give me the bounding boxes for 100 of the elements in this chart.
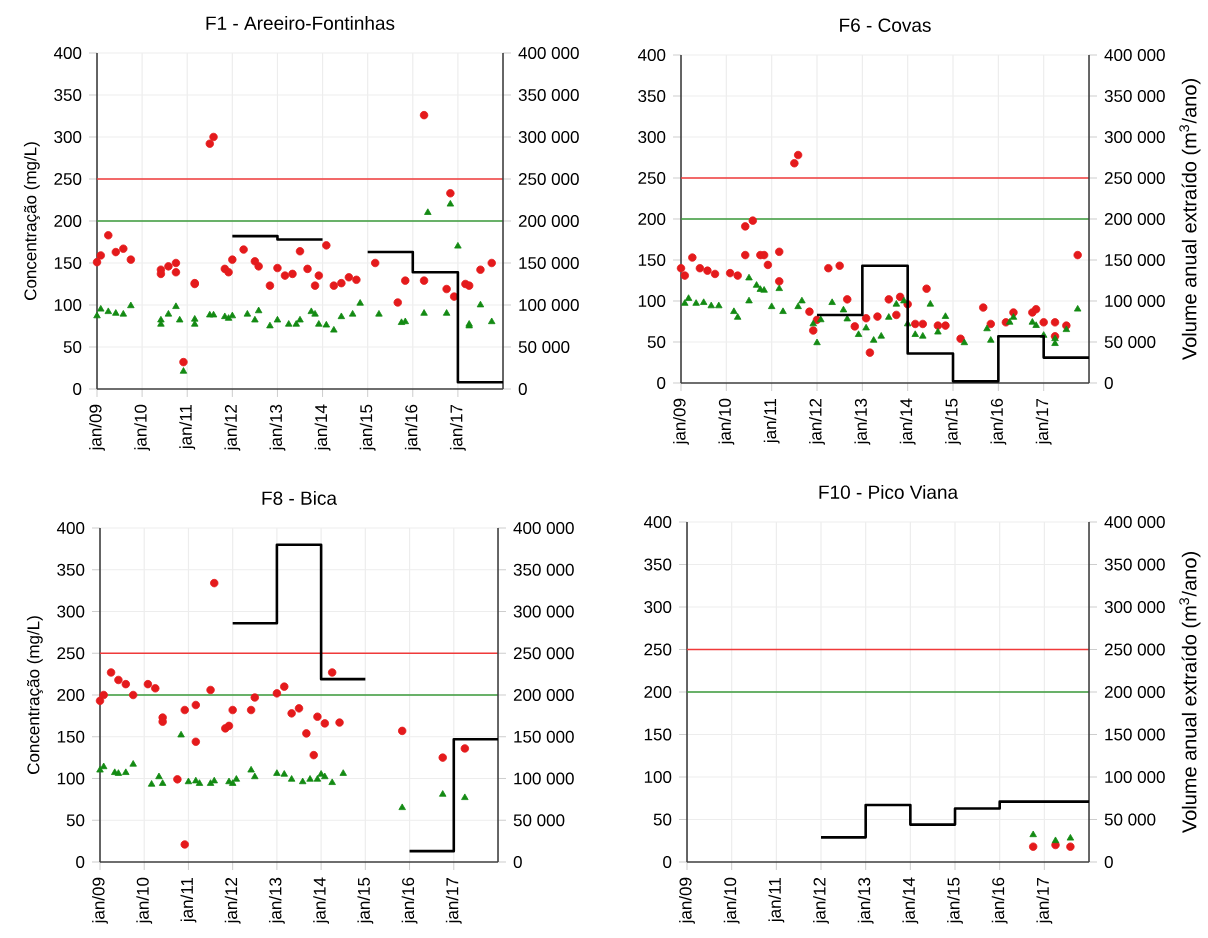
y2-axis-title: Volume anual extraído (m$^{3}$/ano) — [1179, 552, 1201, 834]
y-tick-label: 150 — [644, 728, 672, 741]
x-tick-label: jan/16 — [991, 877, 1008, 924]
y-tick-label: 0 — [73, 382, 82, 395]
y-tick-label: 250 — [57, 647, 85, 660]
x-tick-label: jan/14 — [314, 404, 331, 451]
x-tick-label: jan/17 — [1035, 398, 1052, 445]
y2-tick-label: 350 000 — [1104, 90, 1165, 103]
y2-tick-label: 300 000 — [518, 130, 579, 143]
y2-tick-label: 0 — [513, 856, 522, 869]
y-tick-label: 100 — [54, 298, 82, 311]
x-tick-label: jan/13 — [269, 404, 286, 451]
y-tick-label: 0 — [663, 856, 672, 869]
y2-tick-label: 100 000 — [519, 298, 579, 311]
y2-tick-label: 350 000 — [1104, 558, 1165, 571]
y2-tick-label: 100 000 — [514, 772, 574, 785]
y-tick-label: 400 — [637, 49, 666, 62]
chart-title: F10 - Pico Viana — [819, 484, 959, 499]
chart-title: F8 - Bica — [262, 490, 337, 505]
chart-title: F1 - Areeiro-Fontinhas — [206, 15, 395, 30]
x-tick-label: jan/13 — [857, 877, 874, 924]
y2-tick-label: 100 000 — [1105, 771, 1165, 784]
y-tick-label: 150 — [638, 254, 666, 267]
x-tick-label: jan/15 — [357, 877, 374, 924]
y2-tick-label: 200 000 — [513, 689, 574, 702]
y2-tick-label: 200 000 — [1104, 686, 1165, 699]
y-tick-label: 50 — [647, 335, 666, 349]
x-tick-label: jan/12 — [224, 877, 241, 924]
y2-tick-label: 50 000 — [1104, 335, 1156, 349]
chart-title: F6 - Covas — [840, 18, 931, 32]
y2-tick-label: 150 000 — [1105, 254, 1165, 267]
y2-tick-label: 400 000 — [1104, 516, 1165, 529]
x-tick-label: jan/10 — [723, 877, 740, 924]
y-axis-title: Concentração (mg/L) — [23, 142, 40, 300]
y-tick-label: 350 — [54, 88, 82, 101]
y2-tick-label: 200 000 — [1104, 213, 1165, 226]
y-tick-label: 250 — [54, 172, 82, 185]
x-tick-label: jan/11 — [763, 398, 780, 444]
x-tick-label: jan/14 — [313, 877, 330, 924]
x-tick-label: jan/09 — [679, 877, 695, 924]
x-tick-label: jan/11 — [179, 404, 196, 450]
y-axis-title: Concentração (mg/L) — [26, 616, 43, 774]
y2-tick-label: 50 000 — [1104, 813, 1156, 826]
y2-tick-label: 0 — [1104, 856, 1113, 869]
y2-tick-label: 350 000 — [518, 88, 579, 101]
y-tick-label: 250 — [644, 643, 672, 656]
x-tick-label: jan/17 — [1036, 877, 1053, 924]
y2-axis-title: Volume anual extraído (m$^{3}$/ano) — [1179, 79, 1201, 361]
x-tick-label: jan/12 — [809, 398, 825, 445]
y2-tick-label: 150 000 — [1105, 728, 1165, 741]
y2-tick-label: 300 000 — [1104, 131, 1165, 144]
y-tick-label: 50 — [653, 813, 672, 826]
y2-tick-label: 300 000 — [513, 605, 574, 618]
x-tick-label: jan/17 — [449, 404, 466, 451]
x-tick-label: jan/16 — [990, 398, 1007, 445]
x-tick-label: jan/13 — [268, 877, 285, 924]
y2-tick-label: 50 000 — [513, 814, 565, 827]
y-tick-label: 50 — [66, 814, 85, 827]
x-tick-label: jan/16 — [404, 404, 421, 451]
y-tick-label: 350 — [638, 90, 666, 103]
y-tick-label: 200 — [644, 686, 672, 699]
y-tick-label: 50 — [63, 340, 82, 353]
x-tick-label: jan/12 — [224, 404, 241, 451]
y2-tick-label: 250 000 — [1104, 172, 1165, 185]
y-tick-label: 150 — [57, 730, 85, 743]
x-tick-label: jan/14 — [902, 877, 919, 924]
x-tick-label: jan/17 — [445, 877, 462, 924]
x-tick-label: jan/15 — [945, 398, 961, 445]
y2-tick-label: 400 000 — [518, 46, 579, 59]
y-tick-label: 350 — [644, 558, 672, 571]
y2-tick-label: 0 — [518, 382, 527, 395]
y2-tick-label: 250 000 — [1104, 643, 1165, 656]
y2-tick-label: 150 000 — [519, 256, 579, 269]
y2-tick-label: 150 000 — [514, 730, 574, 743]
x-tick-label: jan/15 — [359, 404, 376, 451]
x-tick-label: jan/09 — [673, 398, 689, 445]
y2-tick-label: 300 000 — [1104, 601, 1165, 614]
x-tick-label: jan/16 — [401, 877, 418, 924]
y-tick-label: 100 — [638, 294, 666, 308]
y-tick-label: 300 — [54, 130, 82, 143]
x-tick-label: jan/11 — [180, 877, 197, 923]
x-tick-label: jan/10 — [134, 404, 151, 451]
y2-tick-label: 250 000 — [513, 647, 574, 660]
y-tick-label: 300 — [638, 131, 666, 144]
x-tick-label: jan/10 — [136, 877, 153, 924]
y2-tick-label: 200 000 — [518, 214, 579, 227]
y-tick-label: 400 — [643, 516, 672, 529]
x-tick-label: jan/11 — [768, 877, 785, 923]
y-tick-label: 200 — [57, 689, 85, 702]
y-tick-label: 200 — [638, 213, 666, 226]
x-tick-label: jan/15 — [947, 877, 963, 924]
y2-tick-label: 0 — [1104, 376, 1113, 390]
y-tick-label: 350 — [57, 563, 85, 576]
x-tick-label: jan/09 — [92, 877, 108, 924]
y-tick-label: 100 — [57, 772, 85, 785]
y-tick-label: 0 — [76, 856, 85, 869]
y2-tick-label: 400 000 — [1104, 49, 1165, 62]
y2-tick-label: 50 000 — [518, 340, 570, 353]
y-tick-label: 250 — [638, 172, 666, 185]
y-tick-label: 100 — [644, 771, 672, 784]
